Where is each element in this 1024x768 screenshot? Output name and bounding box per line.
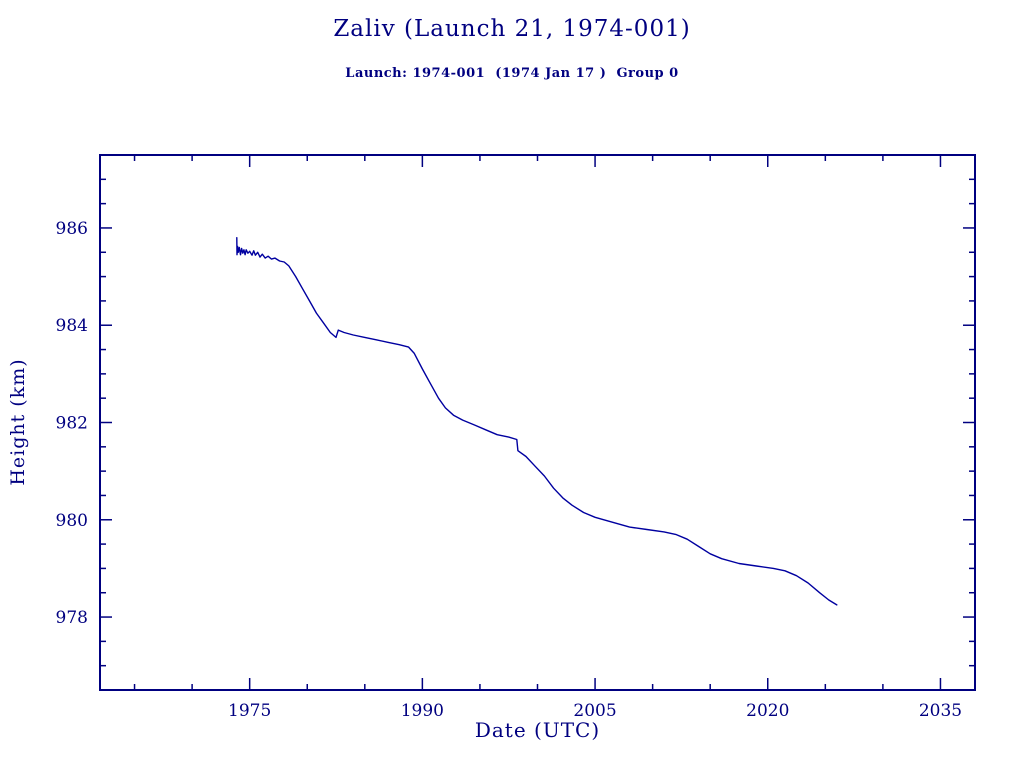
plot-frame — [99, 154, 976, 691]
x-tick-label: 2035 — [919, 701, 962, 721]
y-tick-label: 986 — [56, 219, 88, 239]
x-tick-label: 2020 — [746, 701, 789, 721]
x-tick-label: 1975 — [228, 701, 271, 721]
height-series-line — [236, 236, 838, 606]
x-tick-label: 1990 — [401, 701, 444, 721]
y-tick-label: 982 — [56, 414, 88, 434]
y-tick-label: 984 — [56, 316, 88, 336]
x-axis-label: Date (UTC) — [474, 718, 601, 742]
y-tick-label: 980 — [56, 511, 88, 531]
chart-subtitle: Launch: 1974-001 (1974 Jan 17 ) Group 0 — [345, 66, 679, 81]
x-tick-label: 2005 — [573, 701, 616, 721]
y-tick-label: 978 — [56, 608, 88, 628]
chart-title: Zaliv (Launch 21, 1974-001) — [333, 16, 691, 42]
